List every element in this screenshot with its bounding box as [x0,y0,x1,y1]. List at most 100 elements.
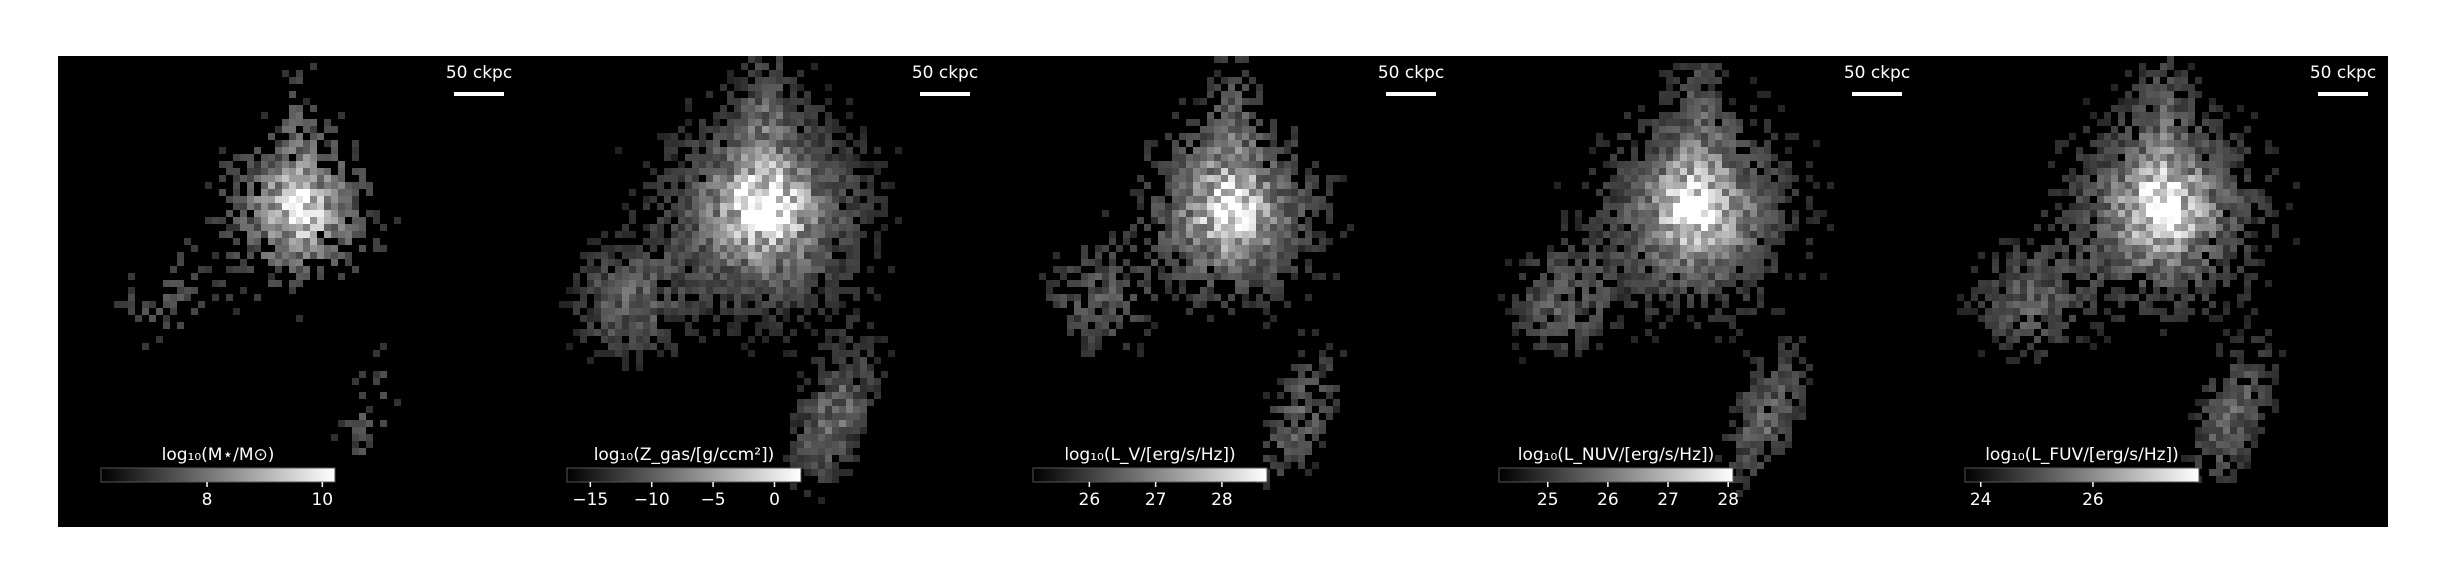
map-pixel [1193,266,1200,273]
map-pixel [874,245,881,252]
map-pixel [2027,259,2034,266]
map-pixel [2146,161,2153,168]
map-pixel [741,203,748,210]
map-pixel [2153,154,2160,161]
map-pixel [664,336,671,343]
map-pixel [1659,280,1666,287]
map-pixel [149,301,156,308]
map-pixel [1109,238,1116,245]
map-pixel [1200,252,1207,259]
map-pixel [1631,280,1638,287]
map-pixel [1743,294,1750,301]
map-pixel [888,266,895,273]
map-pixel [2027,280,2034,287]
map-pixel [1750,448,1757,455]
map-pixel [247,224,254,231]
map-pixel [1249,133,1256,140]
map-pixel [1999,329,2006,336]
map-pixel [1256,224,1263,231]
map-pixel [2237,420,2244,427]
map-pixel [601,252,608,259]
map-pixel [1736,427,1743,434]
map-pixel [699,280,706,287]
map-pixel [762,322,769,329]
map-pixel [797,119,804,126]
map-pixel [1221,224,1228,231]
map-pixel [734,161,741,168]
map-pixel [2125,189,2132,196]
map-pixel [1687,252,1694,259]
map-pixel [2195,434,2202,441]
map-pixel [1242,224,1249,231]
map-pixel [1631,336,1638,343]
map-pixel [1715,182,1722,189]
map-pixel [853,259,860,266]
map-pixel [2216,126,2223,133]
map-pixel [1764,455,1771,462]
map-pixel [1736,462,1743,469]
map-pixel [839,413,846,420]
map-pixel [811,182,818,189]
scale-bar-label: 50 ckpc [1844,63,1910,83]
map-pixel [1319,406,1326,413]
map-pixel [650,329,657,336]
map-pixel [671,203,678,210]
map-pixel [1978,287,1985,294]
map-pixel [797,217,804,224]
map-pixel [359,175,366,182]
map-pixel [776,245,783,252]
map-pixel [783,280,790,287]
map-pixel [2195,427,2202,434]
map-pixel [678,126,685,133]
map-pixel [2062,245,2069,252]
map-pixel [1813,182,1820,189]
map-pixel [818,196,825,203]
map-pixel [1277,182,1284,189]
map-pixel [1256,91,1263,98]
map-pixel [1200,140,1207,147]
map-pixel [1715,308,1722,315]
map-pixel [748,105,755,112]
map-pixel [832,371,839,378]
map-pixel [2160,105,2167,112]
map-pixel [296,175,303,182]
map-pixel [289,140,296,147]
map-pixel [2055,322,2062,329]
map-pixel [2013,266,2020,273]
map-pixel [839,161,846,168]
map-pixel [2202,231,2209,238]
map-pixel [1624,189,1631,196]
map-pixel [1326,238,1333,245]
map-pixel [1715,336,1722,343]
map-pixel [846,238,853,245]
map-pixel [2160,329,2167,336]
map-pixel [657,259,664,266]
map-pixel [1249,238,1256,245]
map-pixel [331,245,338,252]
map-pixel [783,119,790,126]
map-pixel [2181,147,2188,154]
map-pixel [1554,182,1561,189]
map-pixel [825,385,832,392]
map-pixel [755,133,762,140]
map-pixel [2153,133,2160,140]
map-pixel [2090,252,2097,259]
map-pixel [776,294,783,301]
map-pixel [615,350,622,357]
map-pixel [2090,308,2097,315]
map-pixel [748,119,755,126]
map-pixel [1673,168,1680,175]
map-pixel [1284,301,1291,308]
map-pixel [1088,343,1095,350]
map-pixel [783,308,790,315]
map-pixel [2153,91,2160,98]
map-pixel [622,224,629,231]
map-pixel [804,168,811,175]
map-pixel [2195,182,2202,189]
map-pixel [1326,364,1333,371]
map-pixel [1680,154,1687,161]
map-pixel [2111,245,2118,252]
map-pixel [1680,252,1687,259]
map-pixel [359,434,366,441]
map-pixel [1207,231,1214,238]
